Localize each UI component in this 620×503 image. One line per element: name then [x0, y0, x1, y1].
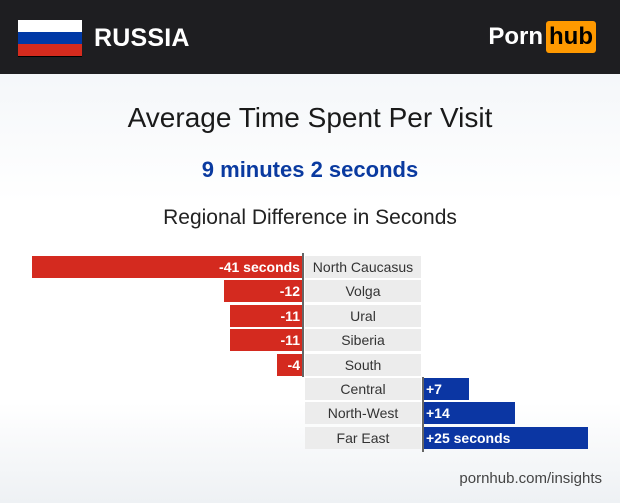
logo-left: Porn	[488, 23, 544, 50]
chart-title: Regional Difference in Seconds	[163, 206, 457, 229]
category-label: Siberia	[305, 329, 421, 351]
bar: +7	[423, 378, 470, 400]
page-title: Average Time Spent Per Visit	[127, 102, 493, 133]
bar: +14	[423, 402, 516, 424]
category-label: Far East	[305, 427, 421, 449]
header: RUSSIA Porn hub	[0, 0, 620, 74]
category-label: Central	[305, 378, 421, 400]
bar: -4	[276, 354, 303, 376]
country-name: RUSSIA	[94, 24, 190, 52]
logo-right: hub	[546, 21, 596, 53]
category-label: Volga	[305, 280, 421, 302]
bar: -12	[223, 280, 303, 302]
average-time: 9 minutes 2 seconds	[201, 157, 419, 182]
category-label: North Caucasus	[305, 256, 421, 278]
positive-axis-line	[422, 377, 424, 453]
category-label: North-West	[305, 402, 421, 424]
bar: -11	[230, 329, 303, 351]
category-label: South	[305, 354, 421, 376]
bar: +25 seconds	[423, 427, 588, 449]
bar: -41 seconds	[32, 256, 303, 278]
category-label: Ural	[305, 305, 421, 327]
bar: -11	[230, 305, 303, 327]
logo: Porn hub	[488, 21, 596, 53]
source-link: pornhub.com/insights	[459, 470, 602, 487]
negative-axis-line	[302, 253, 304, 377]
russia-flag-icon	[18, 20, 82, 56]
